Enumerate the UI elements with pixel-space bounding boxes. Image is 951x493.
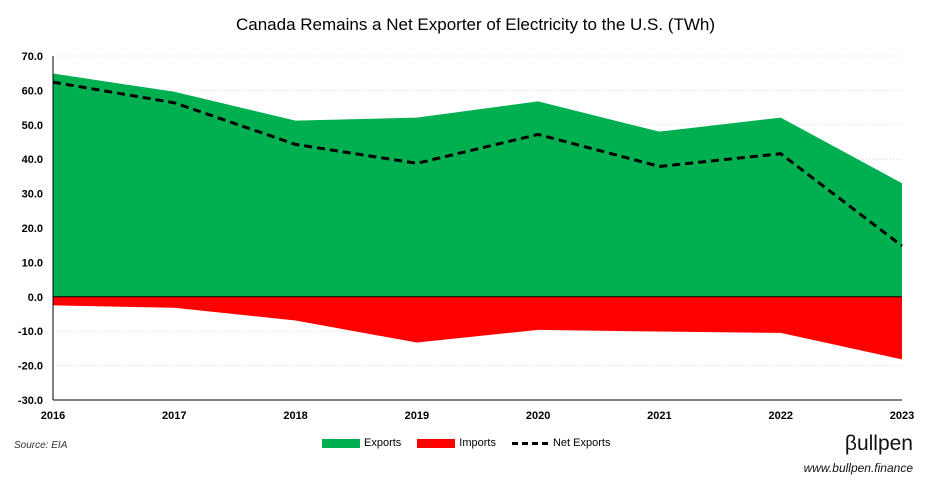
chart-title: Canada Remains a Net Exporter of Electri…	[235, 15, 715, 34]
legend-item-imports: Imports	[417, 437, 496, 449]
x-tick-label: 2020	[526, 410, 550, 422]
y-tick-label: -30.0	[18, 395, 43, 407]
area-series	[53, 73, 902, 360]
legend-label-net-exports: Net Exports	[552, 437, 611, 449]
x-tick-label: 2016	[41, 410, 65, 422]
y-tick-label: -10.0	[18, 326, 43, 338]
y-tick-label: 10.0	[22, 257, 43, 269]
legend-label-exports: Exports	[364, 437, 402, 449]
legend-item-exports: Exports	[322, 437, 401, 449]
x-tick-label: 2021	[647, 410, 671, 422]
y-tick-label: -20.0	[18, 361, 43, 373]
legend-swatch-exports	[322, 438, 360, 448]
y-tick-label: 50.0	[22, 120, 43, 132]
y-tick-label: 40.0	[22, 154, 43, 166]
y-tick-label: 0.0	[28, 292, 43, 304]
area-imports	[53, 296, 902, 360]
legend-item-net-exports: Net Exports	[511, 437, 611, 449]
legend-swatch-net-exports	[511, 441, 548, 445]
x-tick-label: 2017	[162, 410, 186, 422]
y-tick-label: 30.0	[22, 189, 43, 201]
line-net-exports	[52, 80, 903, 248]
x-tick-label: 2018	[283, 410, 307, 422]
line-series	[52, 80, 903, 248]
axes	[52, 56, 902, 401]
tick-labels: 70.0 60.0 50.0 40.0 30.0 20.0 10.0 0.0 -10.0 -20.…	[18, 51, 914, 422]
legend-swatch-imports	[417, 438, 456, 448]
x-tick-label: 2022	[768, 410, 792, 422]
y-tick-label: 20.0	[22, 223, 43, 235]
brand-url: www.bullpen.finance	[803, 461, 913, 475]
brand-logo: βullpen	[844, 432, 913, 455]
source-note: Source: EIA	[14, 440, 68, 451]
y-tick-label: 70.0	[22, 51, 43, 63]
area-exports	[53, 73, 902, 297]
x-tick-label: 2023	[890, 410, 914, 422]
y-tick-label: 60.0	[22, 85, 43, 97]
legend-label-imports: Imports	[459, 437, 496, 449]
legend: Exports Imports Net Exports	[322, 437, 626, 449]
x-tick-label: 2019	[405, 410, 429, 422]
